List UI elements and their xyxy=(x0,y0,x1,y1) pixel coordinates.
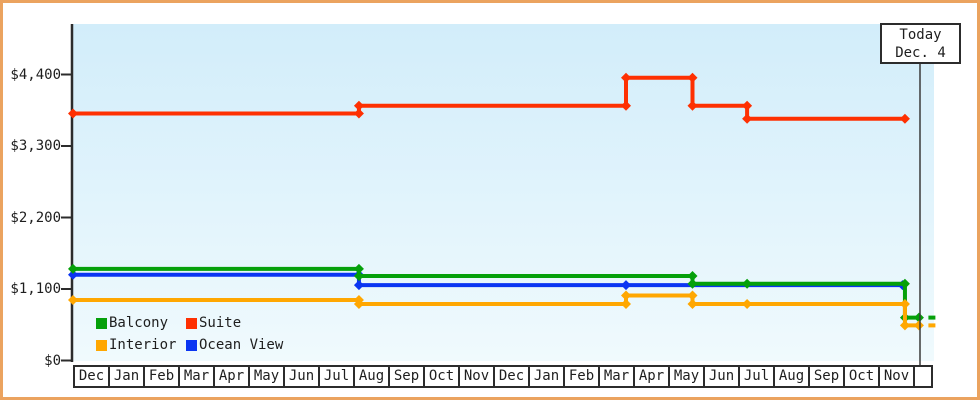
month-axis: Dec Jan Feb Mar Apr May Jun Jul Aug Sep Oct Nov Dec J… xyxy=(73,365,933,388)
series-marker-suite xyxy=(68,108,78,119)
month-cell: Jul xyxy=(740,367,775,386)
y-axis-label: $1,100 xyxy=(10,281,61,297)
legend-label: Suite xyxy=(199,315,242,331)
legend-item-suite: Suite xyxy=(186,316,283,330)
month-cell: Jun xyxy=(285,367,320,386)
series-marker-interior xyxy=(353,298,364,309)
month-cell: Aug xyxy=(355,367,390,386)
series-marker-suite xyxy=(621,72,631,83)
series-marker-suite xyxy=(899,113,910,124)
y-axis-label: $3,300 xyxy=(10,138,61,154)
series-marker-suite xyxy=(742,113,753,124)
interior-swatch-icon xyxy=(96,339,107,351)
series-marker-balcony xyxy=(353,271,364,281)
series-marker-ocean-view xyxy=(353,280,364,291)
month-cell: Nov xyxy=(460,367,495,386)
month-cell: Mar xyxy=(180,367,215,386)
y-axis-label: $0 xyxy=(44,352,61,369)
series-marker-interior xyxy=(687,298,698,309)
y-axis-label: $2,200 xyxy=(10,209,61,226)
today-box: Today Dec. 4 xyxy=(880,23,961,64)
legend-label: Ocean View xyxy=(199,337,284,353)
ocean-view-swatch-icon xyxy=(186,339,197,351)
month-cell: Nov xyxy=(880,367,915,386)
series-marker-interior xyxy=(899,320,910,331)
legend-label: Interior xyxy=(109,337,177,353)
legend-label: Balcony xyxy=(109,315,169,331)
month-cell: Feb xyxy=(145,367,180,386)
series-marker-balcony xyxy=(899,278,910,289)
series-marker-suite xyxy=(687,72,698,83)
series-marker-interior xyxy=(913,320,924,331)
series-marker-interior xyxy=(742,298,753,309)
month-cell: Jun xyxy=(705,367,740,386)
price-chart-svg xyxy=(61,24,936,365)
month-cell: Dec xyxy=(495,367,530,386)
month-cell: Oct xyxy=(845,367,880,386)
legend: Balcony Suite Interior Ocean View xyxy=(96,316,283,352)
series-marker-balcony xyxy=(687,271,698,281)
today-label: Today xyxy=(899,27,942,43)
series-marker-balcony xyxy=(353,263,364,274)
month-cell: Jan xyxy=(110,367,145,386)
series-marker-ocean-view xyxy=(621,280,631,291)
month-cell: May xyxy=(670,367,705,386)
series-marker-balcony xyxy=(913,312,924,323)
month-cell: Oct xyxy=(425,367,460,386)
month-cell: Sep xyxy=(810,367,845,386)
month-cell: Apr xyxy=(215,367,250,386)
series-marker-ocean-view xyxy=(68,269,78,280)
legend-item-balcony: Balcony xyxy=(96,316,186,330)
month-cell: Sep xyxy=(390,367,425,386)
month-cell: Dec xyxy=(75,367,110,386)
y-axis-label: $4,400 xyxy=(10,66,61,83)
series-marker-interior xyxy=(621,290,631,301)
month-cell: Apr xyxy=(635,367,670,386)
series-line-suite xyxy=(73,75,905,121)
month-cell: Feb xyxy=(565,367,600,386)
series-marker-interior xyxy=(899,298,910,309)
month-cell: Aug xyxy=(775,367,810,386)
month-cell: May xyxy=(250,367,285,386)
series-marker-suite xyxy=(742,100,753,111)
series-marker-balcony xyxy=(687,278,698,289)
month-cell-empty xyxy=(915,367,931,386)
legend-item-ocean-view: Ocean View xyxy=(186,338,283,352)
today-date: Dec. 4 xyxy=(895,45,946,61)
series-marker-suite xyxy=(353,100,364,111)
series-marker-interior xyxy=(68,295,78,306)
series-marker-balcony xyxy=(742,278,753,289)
month-cell: Jul xyxy=(320,367,355,386)
month-cell: Jan xyxy=(530,367,565,386)
series-marker-interior xyxy=(687,290,698,301)
suite-swatch-icon xyxy=(186,317,197,329)
series-marker-suite xyxy=(353,108,364,119)
series-marker-balcony xyxy=(68,263,78,274)
month-cell: Mar xyxy=(600,367,635,386)
balcony-swatch-icon xyxy=(96,317,107,329)
series-marker-suite xyxy=(621,100,631,111)
legend-item-interior: Interior xyxy=(96,338,186,352)
series-marker-interior xyxy=(621,298,631,309)
series-marker-suite xyxy=(687,100,698,111)
